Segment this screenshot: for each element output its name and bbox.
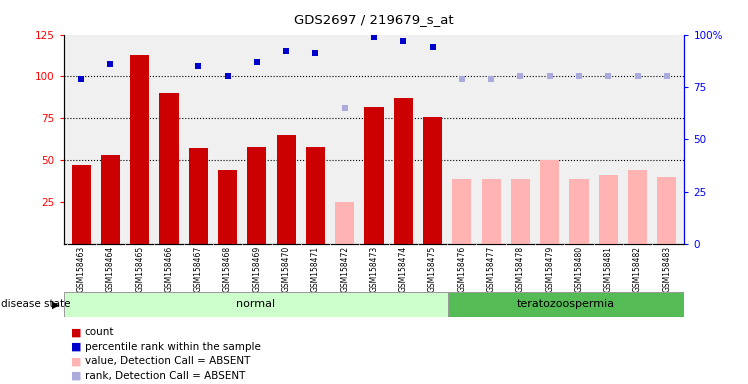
Text: ▶: ▶ (52, 299, 59, 310)
Point (75, 75, 87, 81)
Text: GSM158469: GSM158469 (252, 246, 261, 293)
Bar (482, 179, 500, 244)
Text: GDS2697 / 219679_s_at: GDS2697 / 219679_s_at (294, 13, 454, 26)
Text: ■: ■ (71, 327, 82, 337)
Point (221, 73, 233, 79)
Bar (306, 147, 325, 244)
Text: normal: normal (236, 299, 275, 310)
Point (602, 73, 614, 79)
Bar (448, 292, 684, 317)
Text: GSM158476: GSM158476 (457, 246, 466, 293)
Text: GSM158473: GSM158473 (370, 246, 378, 293)
Text: GSM158474: GSM158474 (399, 246, 408, 293)
Point (573, 73, 585, 79)
Point (280, 48, 292, 55)
Bar (72, 165, 91, 244)
Bar (159, 93, 179, 244)
Text: GSM158479: GSM158479 (545, 246, 554, 293)
Text: GSM158471: GSM158471 (311, 246, 320, 292)
Text: GSM158464: GSM158464 (106, 246, 115, 293)
Bar (364, 106, 384, 244)
Point (456, 75, 468, 81)
Text: GSM158468: GSM158468 (223, 246, 232, 292)
Point (163, 30, 175, 36)
Bar (511, 179, 530, 244)
Bar (393, 98, 413, 244)
Point (368, 33, 380, 40)
Point (105, 61, 117, 67)
Point (310, 50, 322, 56)
Text: GSM158483: GSM158483 (662, 246, 672, 292)
Bar (335, 202, 355, 244)
Text: GSM158470: GSM158470 (282, 246, 291, 293)
Bar (453, 179, 471, 244)
Bar (130, 55, 150, 244)
Bar (101, 155, 120, 244)
Bar (218, 170, 237, 244)
Point (192, 63, 204, 69)
Text: GSM158481: GSM158481 (604, 246, 613, 292)
Text: GSM158463: GSM158463 (76, 246, 86, 293)
Bar (657, 177, 676, 244)
Text: teratozoospermia: teratozoospermia (517, 299, 615, 310)
Point (485, 75, 497, 81)
Text: disease state: disease state (1, 299, 70, 310)
Point (251, 59, 263, 65)
Text: GSM158475: GSM158475 (428, 246, 437, 293)
Text: ■: ■ (71, 371, 82, 381)
Bar (598, 175, 618, 244)
Point (631, 73, 643, 79)
Point (544, 73, 556, 79)
Point (426, 44, 438, 50)
Text: GSM158472: GSM158472 (340, 246, 349, 292)
Point (661, 73, 673, 79)
Bar (64, 292, 448, 317)
Text: count: count (85, 327, 114, 337)
Point (397, 38, 409, 44)
Text: GSM158478: GSM158478 (516, 246, 525, 292)
Text: ■: ■ (71, 356, 82, 366)
Bar (628, 170, 647, 244)
Point (515, 73, 527, 79)
Bar (540, 160, 560, 244)
Text: GSM158482: GSM158482 (633, 246, 642, 292)
Text: GSM158477: GSM158477 (487, 246, 496, 293)
Bar (569, 179, 589, 244)
Bar (188, 148, 208, 244)
Text: ■: ■ (71, 342, 82, 352)
Text: value, Detection Call = ABSENT: value, Detection Call = ABSENT (85, 356, 250, 366)
Point (339, 105, 351, 111)
Text: GSM158480: GSM158480 (574, 246, 583, 292)
Text: percentile rank within the sample: percentile rank within the sample (85, 342, 260, 352)
Bar (248, 147, 266, 244)
Point (134, 19, 146, 25)
Text: GSM158467: GSM158467 (194, 246, 203, 293)
Text: GSM158466: GSM158466 (165, 246, 174, 293)
Text: GSM158465: GSM158465 (135, 246, 144, 293)
Bar (423, 117, 442, 244)
Text: rank, Detection Call = ABSENT: rank, Detection Call = ABSENT (85, 371, 245, 381)
Bar (277, 135, 295, 244)
